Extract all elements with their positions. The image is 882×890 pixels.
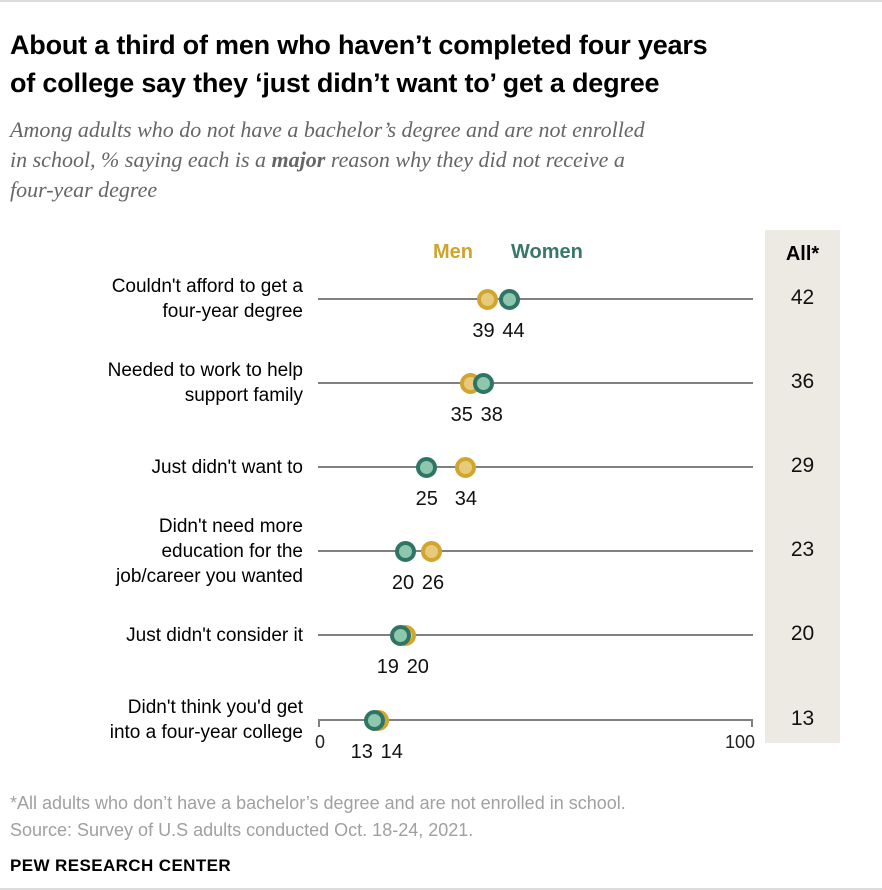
subtitle-bold-word: major — [271, 147, 326, 172]
axis-tick-label-min: 0 — [314, 732, 326, 752]
value-label-men: 26 — [421, 572, 445, 594]
row-line — [318, 382, 753, 384]
subtitle-line-1: Among adults who do not have a bachelor’… — [10, 117, 645, 142]
all-value: 36 — [790, 370, 815, 393]
title-line-1: About a third of men who haven’t complet… — [10, 30, 708, 60]
row-line — [318, 634, 753, 636]
dot-men — [420, 540, 442, 562]
dot-women — [394, 540, 416, 562]
chart-subtitle: Among adults who do not have a bachelor’… — [10, 115, 645, 205]
source-text: Source: Survey of U.S adults conducted O… — [10, 820, 474, 840]
dot-women — [498, 288, 520, 310]
all-value: 29 — [790, 454, 815, 477]
value-label-men: 14 — [380, 741, 403, 763]
brand-label: PEW RESEARCH CENTER — [10, 856, 232, 875]
all-value: 13 — [790, 707, 815, 730]
row-line — [318, 550, 753, 552]
value-label-men: 35 — [450, 404, 473, 426]
row-line — [318, 466, 753, 468]
page-title: About a third of men who haven’t complet… — [10, 26, 708, 102]
all-column-background — [765, 230, 840, 743]
axis-tick-label-max: 100 — [724, 732, 756, 752]
category-label: Just didn't want to — [151, 456, 304, 478]
all-value: 42 — [790, 286, 815, 309]
dot-men — [455, 456, 477, 478]
value-label-women: 44 — [502, 320, 525, 342]
value-label-women: 25 — [415, 488, 438, 510]
all-value: 23 — [790, 538, 815, 561]
all-value: 20 — [790, 622, 815, 645]
category-label: Didn't need more education for the job/car… — [116, 515, 303, 587]
value-label-men: 34 — [454, 488, 478, 510]
legend-women-label: Women — [511, 241, 583, 263]
title-line-2: of college say they ‘just didn’t want to… — [10, 68, 660, 98]
value-label-women: 38 — [480, 404, 503, 426]
row-line — [318, 719, 753, 721]
axis-end-tick-left — [318, 719, 320, 727]
dot-women — [472, 372, 494, 394]
legend-men-label: Men — [433, 241, 473, 263]
value-label-women: 13 — [350, 741, 373, 763]
dot-women — [364, 709, 386, 731]
axis-end-tick-right — [751, 719, 753, 727]
footnote-text: *All adults who don’t have a bachelor’s … — [10, 793, 626, 813]
category-label: Didn't think you'd get into a four-year c… — [109, 697, 303, 743]
value-label-men: 20 — [406, 656, 429, 678]
value-label-women: 19 — [376, 656, 399, 678]
footnote-block: *All adults who don’t have a bachelor’s … — [10, 790, 626, 844]
row-line — [318, 298, 753, 300]
subtitle-line-2: in school, % saying each is a major reas… — [10, 147, 625, 172]
value-label-women: 20 — [391, 572, 415, 594]
value-label-men: 39 — [472, 320, 495, 342]
category-label: Just didn't consider it — [126, 624, 303, 646]
dot-women — [390, 624, 412, 646]
legend-all-label: All* — [785, 243, 820, 265]
subtitle-line-3: four-year degree — [10, 177, 158, 202]
dot-women — [416, 456, 438, 478]
category-label: Needed to work to help support family — [107, 360, 303, 406]
dot-men — [477, 288, 499, 310]
category-label: Couldn't afford to get a four-year degree — [111, 276, 303, 322]
